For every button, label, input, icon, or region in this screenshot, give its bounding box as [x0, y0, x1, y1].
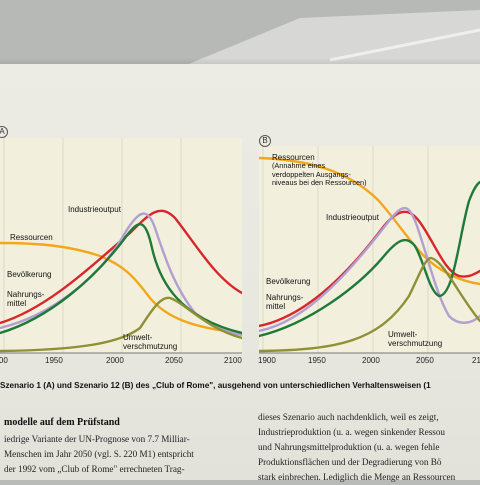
label-a-ressourcen: Ressourcen	[10, 233, 53, 242]
label-b-ressourcen: Ressourcen	[272, 153, 315, 162]
label-b-industrieoutput: Industrieoutput	[326, 213, 379, 222]
tick-a-4: 2100	[224, 356, 242, 365]
label-a-nahrungsmittel: Nahrungs- mittel	[7, 290, 45, 308]
curve-a-umwelt	[0, 296, 242, 353]
panel-a-letter: A	[0, 126, 8, 138]
figure-caption: Szenario 1 (A) und Szenario 12 (B) des „…	[0, 381, 431, 390]
left-text-line-3: der 1992 vom „Club of Rome" errechneten …	[4, 464, 185, 474]
tick-a-2: 2000	[106, 356, 124, 365]
tick-b-3: 2050	[416, 356, 434, 365]
label-b-bevoelkerung: Bevölkerung	[266, 277, 311, 286]
right-text-line-3: und Nahrungsmittelproduktion (u. a. wege…	[258, 442, 440, 452]
left-text-line-2: Menschen im Jahr 2050 (vgl. S. 220 M1) e…	[4, 449, 194, 459]
tick-b-2: 2000	[362, 356, 380, 365]
chart-a-svg	[0, 138, 242, 354]
tick-a-0: 1900	[0, 356, 8, 365]
label-a-industrieoutput: Industrieoutput	[68, 205, 121, 214]
right-text-line-2: Industrieproduktion (u. a. wegen sinkend…	[258, 427, 446, 437]
curve-a-ressourcen	[0, 241, 242, 335]
right-text-line-1: dieses Szenario auch nachdenklich, weil …	[258, 412, 439, 422]
label-b-nahrungsmittel: Nahrungs- mittel	[266, 293, 304, 311]
tick-b-1: 1950	[308, 356, 326, 365]
right-text-line-4: Produktionsflächen und der Degradierung …	[258, 457, 442, 467]
curve-b-bevoelkerung	[259, 206, 480, 333]
label-a-umweltverschmutzung: Umwelt- verschmutzung	[123, 333, 178, 351]
curve-a-nahrung	[0, 223, 242, 335]
tick-a-1: 1950	[45, 356, 63, 365]
label-b-ressourcen-note: (Annahme eines verdoppelten Ausgangs- ni…	[272, 161, 367, 187]
chart-panel-b	[259, 146, 480, 353]
right-text-line-5: stark einbrechen. Lediglich die Menge an…	[258, 472, 456, 482]
tick-b-4: 21	[472, 356, 480, 365]
tick-a-3: 2050	[165, 356, 183, 365]
left-text-line-1: iedrige Variante der UN-Prognose von 7.7…	[4, 434, 190, 444]
label-a-bevoelkerung: Bevölkerung	[7, 270, 52, 279]
curve-b-industrie	[259, 210, 480, 328]
label-b-umweltverschmutzung: Umwelt- verschmutzung	[388, 330, 443, 348]
section-heading: modelle auf dem Prüfstand	[4, 417, 120, 428]
tick-b-0: 1900	[258, 356, 276, 365]
curve-b-umwelt	[259, 256, 480, 353]
chart-b-svg	[259, 146, 480, 354]
panel-b-letter: B	[259, 135, 271, 147]
